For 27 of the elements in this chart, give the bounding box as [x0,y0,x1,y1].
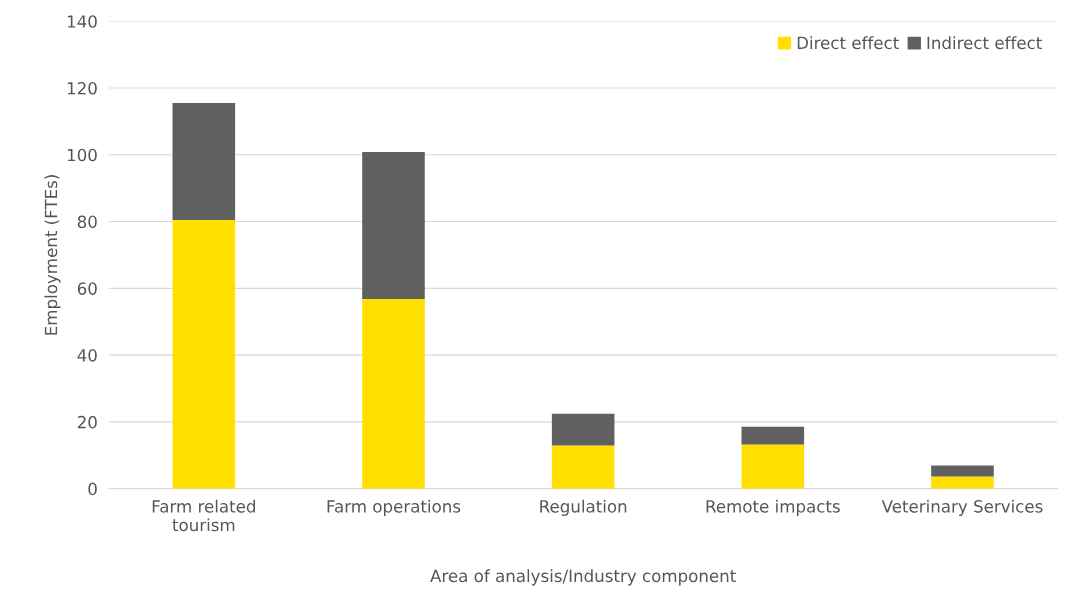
y-tick-label: 60 [77,282,97,295]
x-tick-label: Veterinary Services [881,499,1043,516]
y-tick-label: 40 [77,349,97,362]
x-tick-label: Farm operations [327,499,461,516]
y-tick-label: 140 [67,15,97,28]
legend-label: Direct effect [797,36,899,50]
y-tick-label: 20 [77,415,97,429]
bar [741,426,805,445]
x-tick-label: Remote impacts [706,499,840,516]
bar [172,219,236,489]
bar [362,152,425,300]
bar [172,103,236,220]
y-tick-label: 0 [88,482,97,496]
y-tick-label: 100 [67,148,97,162]
bar [362,299,425,489]
bar [741,444,805,489]
y-tick-label: 120 [67,81,97,95]
bar [931,476,994,489]
bar [551,445,615,489]
x-tick-label: Regulation [540,499,627,516]
y-tick-label: 80 [77,215,97,229]
bar [551,413,615,446]
legend-label: Indirect effect [927,36,1042,50]
bar [931,465,994,477]
x-axis-title: Area of analysis/Industry component [430,569,736,586]
y-axis-title: Employment (FTEs) [44,175,61,335]
x-tick-label: Farm related tourism [152,499,255,532]
